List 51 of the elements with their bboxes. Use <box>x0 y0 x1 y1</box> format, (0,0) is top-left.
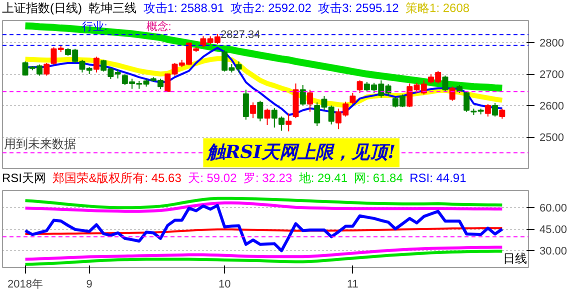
x-tick-label: 9 <box>86 278 92 290</box>
candlestick <box>257 100 264 122</box>
candlestick <box>356 80 363 94</box>
chart-subtitle: 乾坤三线 <box>88 1 137 15</box>
candlestick <box>464 90 470 112</box>
annotation: 2827.34 <box>220 28 260 41</box>
line-series <box>24 246 504 261</box>
candlestick <box>264 108 270 126</box>
text: 网: 61.84 <box>354 171 403 185</box>
y-tick-label: 2800 <box>540 38 564 50</box>
chart-title: RSI天网 <box>2 171 46 185</box>
y-tick-label: 60.00 <box>540 202 568 215</box>
x-tick-label: 11 <box>346 278 358 290</box>
line-series <box>24 250 504 266</box>
candlestick <box>250 102 256 119</box>
line-series <box>24 196 504 210</box>
y-tick-label: 30.00 <box>540 245 568 258</box>
text: 攻击2: 2592.02 <box>230 1 312 15</box>
text: 郑国荣&版权所有: 45.63 <box>52 171 182 185</box>
text: 策略1: 2608 <box>406 1 470 15</box>
y-tick-label: 2700 <box>540 69 564 82</box>
text: 天: 59.02 <box>188 171 237 185</box>
annotation: 用到未来数据 <box>4 137 76 152</box>
text: 攻击1: 2588.91 <box>143 1 224 15</box>
candlestick <box>44 62 50 76</box>
line-series <box>24 204 504 252</box>
candlestick <box>242 89 249 120</box>
text: 攻击3: 2595.12 <box>318 1 399 15</box>
line-series <box>24 201 504 213</box>
annotation: 概念: <box>146 20 172 33</box>
x-tick-label: 10 <box>218 278 231 290</box>
candlestick <box>93 56 100 73</box>
y-tick-label: 2600 <box>540 100 564 113</box>
candlestick <box>350 92 356 104</box>
candlestick <box>492 102 498 118</box>
candlestick <box>449 86 456 102</box>
candlestick <box>286 112 292 132</box>
candlestick <box>306 89 313 112</box>
candlestick <box>300 84 306 106</box>
annotation: 触RSI天网上限，见顶! <box>205 142 396 164</box>
annotation: 日线 <box>503 252 528 266</box>
chart-title: 上证指数(日线) <box>2 1 82 15</box>
y-tick-label: 2500 <box>540 132 564 144</box>
candlestick <box>499 108 506 120</box>
text: 地: 29.41 <box>298 171 348 185</box>
y-tick-label: 45.00 <box>540 224 568 236</box>
candlestick <box>484 103 491 118</box>
text: RSI: 44.91 <box>410 171 466 185</box>
candlestick <box>442 75 448 92</box>
text: 罗: 32.23 <box>243 171 292 185</box>
x-tick-label: 2018年 <box>8 278 44 290</box>
